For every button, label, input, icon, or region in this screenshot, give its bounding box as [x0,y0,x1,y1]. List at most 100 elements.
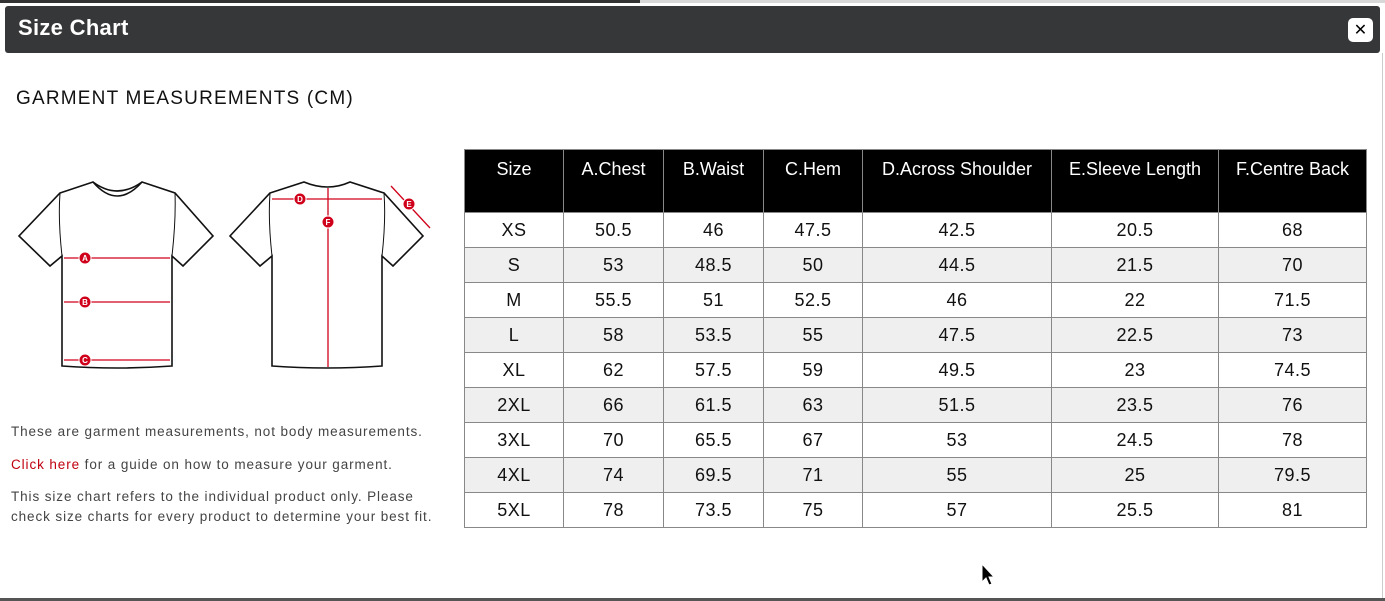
table-row: L 58 53.5 55 47.5 22.5 73 [464,317,1367,353]
label-e: E [406,200,412,209]
section-heading: GARMENT MEASUREMENTS (CM) [16,88,354,109]
table-row: XS 50.5 46 47.5 42.5 20.5 68 [464,212,1367,248]
dialog-edge [1382,53,1383,601]
note-product: This size chart refers to the individual… [11,489,433,524]
column-header: D.Across Shoulder [862,149,1052,213]
size-cell: 2XL [464,387,564,423]
measurement-cell: 23.5 [1051,387,1219,423]
measurement-cell: 20.5 [1051,212,1219,248]
label-c: C [82,356,88,365]
measurement-cell: 58 [563,317,664,353]
measurement-cell: 71 [763,457,863,493]
measurement-cell: 44.5 [862,247,1052,283]
measurement-cell: 25.5 [1051,492,1219,528]
column-header: B.Waist [663,149,764,213]
table-row: S 53 48.5 50 44.5 21.5 70 [464,247,1367,283]
size-cell: 5XL [464,492,564,528]
measurement-cell: 57.5 [663,352,764,388]
measurement-cell: 67 [763,422,863,458]
measurement-cell: 59 [763,352,863,388]
top-border-dark [0,0,640,3]
size-cell: 4XL [464,457,564,493]
measurement-cell: 73.5 [663,492,764,528]
table-row: 4XL 74 69.5 71 55 25 79.5 [464,457,1367,493]
measurement-cell: 23 [1051,352,1219,388]
measurement-cell: 49.5 [862,352,1052,388]
table-header-row: Size A.Chest B.Waist C.Hem D.Across Shoulder… [464,149,1367,213]
measurement-cell: 55 [763,317,863,353]
measurement-cell: 73 [1218,317,1367,353]
measurement-cell: 53 [862,422,1052,458]
measurement-cell: 79.5 [1218,457,1367,493]
measurement-cell: 53.5 [663,317,764,353]
mouse-cursor-icon [981,563,996,586]
measurement-cell: 24.5 [1051,422,1219,458]
note-guide-text: for a guide on how to measure your garme… [80,456,393,472]
size-cell: S [464,247,564,283]
measurement-cell: 78 [1218,422,1367,458]
measurement-cell: 68 [1218,212,1367,248]
measurement-cell: 46 [862,282,1052,318]
close-icon: ✕ [1353,20,1368,39]
measurement-cell: 74 [563,457,664,493]
table-row: 5XL 78 73.5 75 57 25.5 81 [464,492,1367,528]
measurement-cell: 71.5 [1218,282,1367,318]
close-button[interactable]: ✕ [1348,18,1373,42]
label-d: D [297,195,303,204]
size-cell: 3XL [464,422,564,458]
measurement-cell: 42.5 [862,212,1052,248]
column-header: F.Centre Back [1218,149,1367,213]
bottom-border [0,598,1385,601]
measurement-cell: 66 [563,387,664,423]
top-border [0,0,1385,3]
table-row: XL 62 57.5 59 49.5 23 74.5 [464,352,1367,388]
guide-link[interactable]: Click here [11,456,81,472]
size-cell: M [464,282,564,318]
measurement-cell: 47.5 [862,317,1052,353]
size-cell: XL [464,352,564,388]
measurement-cell: 21.5 [1051,247,1219,283]
dialog-title: Size Chart [18,15,129,40]
tshirt-measurement-diagram: A B C D E F [17,181,431,369]
size-cell: L [464,317,564,353]
measurement-cell: 69.5 [663,457,764,493]
measurement-cell: 62 [563,352,664,388]
measurement-cell: 75 [763,492,863,528]
size-cell: XS [464,212,564,248]
table-row: 2XL 66 61.5 63 51.5 23.5 76 [464,387,1367,423]
measurement-cell: 61.5 [663,387,764,423]
measurement-cell: 76 [1218,387,1367,423]
tshirt-front [17,181,215,369]
measurement-cell: 55 [862,457,1052,493]
column-header: A.Chest [563,149,664,213]
column-header: Size [464,149,564,213]
dialog-titlebar: Size Chart ✕ [5,6,1380,53]
measurement-cell: 78 [563,492,664,528]
measurement-cell: 74.5 [1218,352,1367,388]
label-f: F [326,218,331,227]
measurement-cell: 22 [1051,282,1219,318]
column-header: E.Sleeve Length [1051,149,1219,213]
size-table: Size A.Chest B.Waist C.Hem D.Across Shoulder… [464,149,1367,528]
measurement-cell: 50.5 [563,212,664,248]
label-b: B [82,298,88,307]
measurement-cell: 63 [763,387,863,423]
measurement-cell: 51 [663,282,764,318]
note-garment: These are garment measurements, not body… [11,424,423,439]
measurement-cell: 52.5 [763,282,863,318]
measurement-cell: 70 [563,422,664,458]
measurement-cell: 57 [862,492,1052,528]
table-row: 3XL 70 65.5 67 53 24.5 78 [464,422,1367,458]
measurement-cell: 48.5 [663,247,764,283]
measurement-cell: 53 [563,247,664,283]
measurement-cell: 65.5 [663,422,764,458]
measurement-cell: 22.5 [1051,317,1219,353]
notes: These are garment measurements, not body… [11,422,441,539]
label-a: A [82,254,88,263]
tshirt-back [228,181,425,369]
measurement-cell: 50 [763,247,863,283]
measurement-cell: 55.5 [563,282,664,318]
measurement-cell: 51.5 [862,387,1052,423]
measurement-cell: 25 [1051,457,1219,493]
measurement-cell: 81 [1218,492,1367,528]
